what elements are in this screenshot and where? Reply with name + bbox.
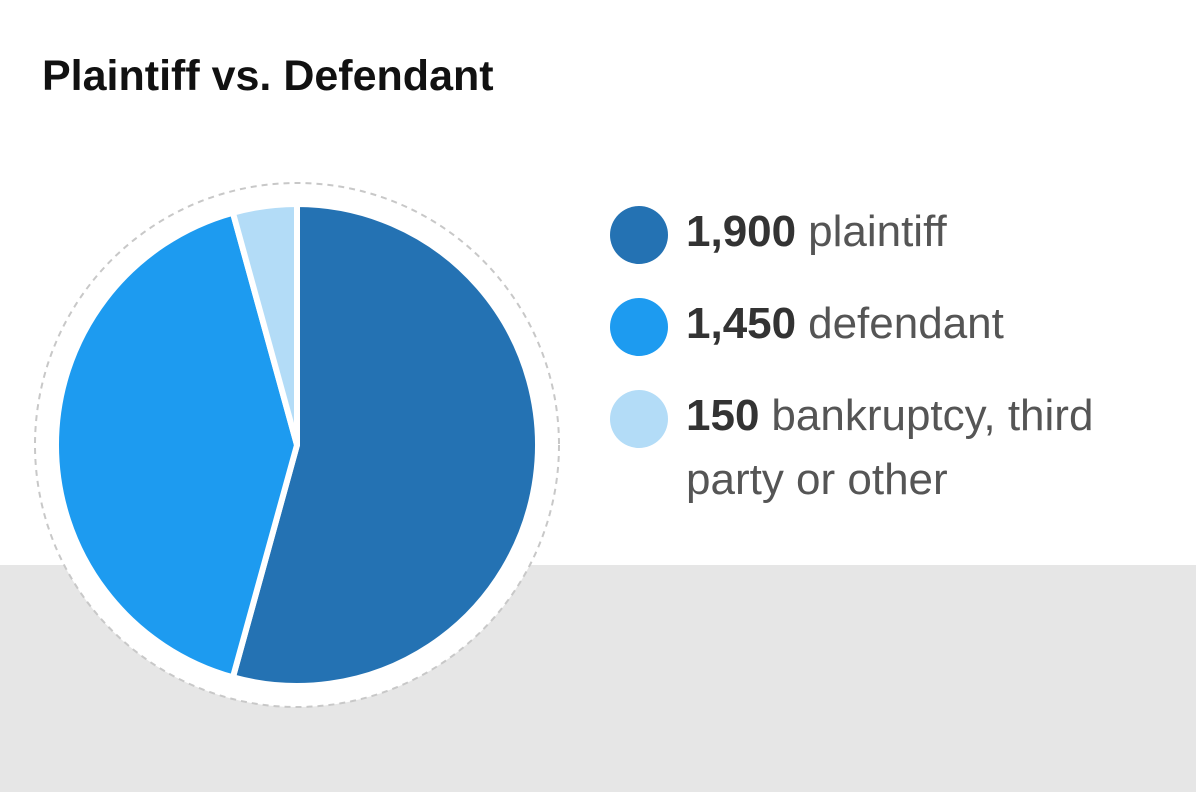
legend-text: 1,450 defendant	[686, 292, 1004, 356]
legend-swatch-defendant	[610, 298, 668, 356]
legend-label: defendant	[808, 299, 1004, 348]
legend-value: 150	[686, 391, 760, 440]
legend-item-plaintiff: 1,900 plaintiff	[610, 200, 1180, 264]
legend: 1,900 plaintiff 1,450 defendant 150 bankrup…	[610, 200, 1180, 540]
legend-label: bankruptcy, third party or other	[686, 391, 1094, 504]
legend-swatch-plaintiff	[610, 206, 668, 264]
pie-slice-defendant	[53, 209, 300, 681]
legend-item-defendant: 1,450 defendant	[610, 292, 1180, 356]
legend-value: 1,450	[686, 299, 797, 348]
legend-item-other: 150 bankruptcy, third party or other	[610, 384, 1180, 512]
legend-value: 1,900	[686, 207, 797, 256]
legend-text: 150 bankruptcy, third party or other	[686, 384, 1156, 512]
pie-slice-bankruptcy	[229, 201, 300, 448]
pie-chart	[34, 182, 560, 708]
chart-title: Plaintiff vs. Defendant	[42, 52, 494, 100]
pie-slice-plaintiff	[229, 201, 541, 689]
legend-label: plaintiff	[808, 207, 947, 256]
legend-text: 1,900 plaintiff	[686, 200, 947, 264]
legend-swatch-other	[610, 390, 668, 448]
